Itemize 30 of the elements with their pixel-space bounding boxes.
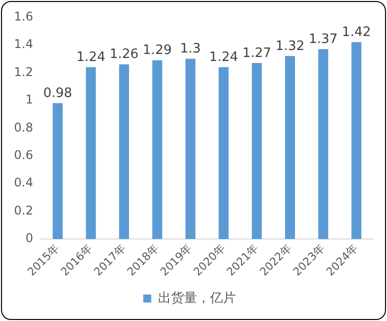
bar bbox=[218, 67, 229, 240]
bar bbox=[52, 103, 63, 240]
data-label: 1.37 bbox=[308, 32, 338, 47]
bar bbox=[185, 58, 196, 240]
bar bbox=[351, 42, 362, 240]
data-label: 1.42 bbox=[342, 25, 371, 40]
data-label: 0.98 bbox=[43, 86, 72, 102]
data-label: 1.32 bbox=[276, 38, 304, 54]
y-tick-label: 1.6 bbox=[14, 9, 34, 24]
y-tick-label: 0.8 bbox=[14, 120, 34, 134]
y-tick-label: 0.2 bbox=[14, 203, 34, 218]
legend-label: 出货量，亿片 bbox=[158, 290, 236, 306]
data-label: 1.26 bbox=[110, 47, 139, 62]
data-label: 1.24 bbox=[209, 50, 238, 65]
data-label: 1.29 bbox=[142, 43, 172, 58]
y-tick-label: 0.6 bbox=[14, 148, 34, 162]
y-tick-label: 1.2 bbox=[14, 64, 34, 79]
bar bbox=[285, 56, 295, 240]
data-label: 1.24 bbox=[76, 50, 106, 65]
y-tick-label: 1 bbox=[25, 92, 34, 107]
data-label: 1.3 bbox=[180, 42, 201, 57]
bar bbox=[119, 64, 130, 240]
bar bbox=[318, 49, 328, 240]
y-tick-label: 0 bbox=[25, 231, 34, 246]
bar bbox=[252, 62, 262, 240]
bar bbox=[152, 60, 162, 240]
y-tick-label: 1.4 bbox=[14, 37, 34, 52]
y-tick-label: 0.4 bbox=[14, 176, 34, 190]
bar bbox=[86, 67, 96, 240]
data-label: 1.27 bbox=[242, 46, 272, 61]
